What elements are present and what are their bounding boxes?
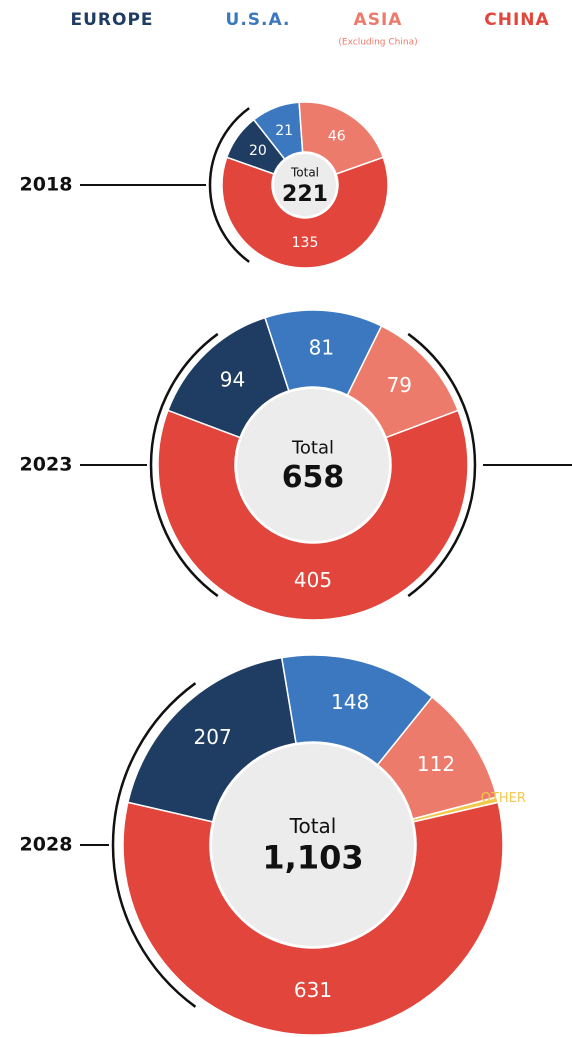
total-value: 1,103 [262, 838, 363, 876]
bracket [407, 332, 477, 598]
donut-segment [126, 656, 297, 823]
year-label: 2018 [20, 174, 73, 196]
center-label: Total [290, 165, 319, 179]
bracket [208, 107, 250, 263]
legend-label: EUROPE [70, 10, 153, 30]
bracket [111, 682, 197, 1008]
legend-note: (Excluding China) [338, 38, 417, 48]
legend-label: CHINA [484, 10, 549, 30]
donut-segment [122, 801, 504, 1036]
data-label: 46 [328, 128, 346, 144]
data-label: 20 [249, 143, 267, 159]
data-label: 79 [387, 373, 412, 397]
legend-label: ASIA [354, 10, 403, 30]
data-label: 81 [309, 335, 334, 359]
donut-segment [221, 156, 389, 269]
annotation: OTHER [481, 791, 526, 806]
data-label: 94 [220, 367, 245, 391]
center-disc [274, 154, 336, 216]
total-value: 221 [282, 182, 328, 207]
data-label: 631 [294, 978, 332, 1002]
data-label: 21 [275, 123, 293, 139]
year-label: 2023 [20, 454, 73, 476]
donut-segment [157, 409, 469, 621]
bracket [149, 332, 219, 598]
year-label: 2028 [20, 834, 73, 856]
data-label: 207 [194, 725, 232, 749]
legend-label: U.S.A. [226, 10, 291, 30]
donut-segment [298, 101, 385, 175]
data-label: 135 [292, 235, 319, 251]
data-label: 112 [417, 752, 455, 776]
data-label: 405 [294, 568, 332, 592]
data-label: 148 [331, 690, 369, 714]
total-value: 658 [282, 460, 345, 495]
center-disc [212, 744, 414, 946]
center-disc [237, 389, 389, 541]
center-label: Total [291, 438, 334, 459]
center-label: Total [289, 814, 337, 838]
